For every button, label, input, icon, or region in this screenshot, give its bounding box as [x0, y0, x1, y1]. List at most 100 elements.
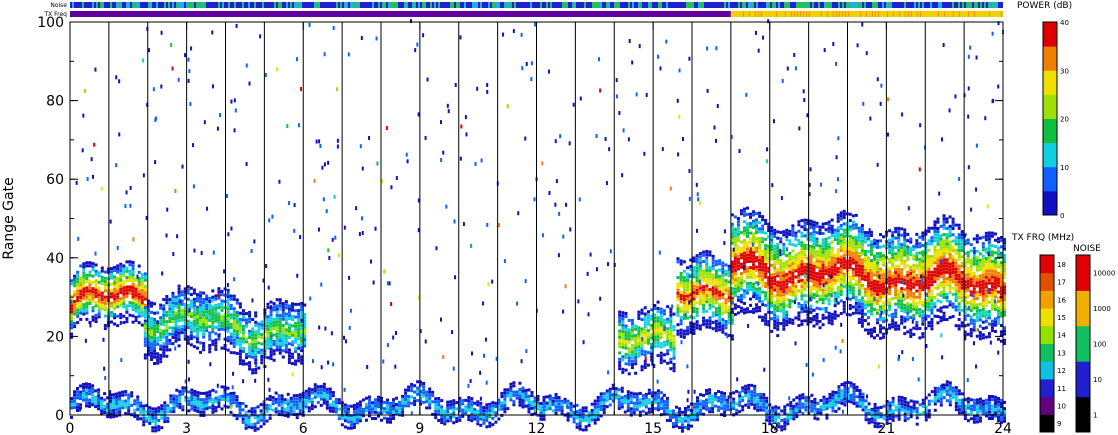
echo-cell	[91, 400, 95, 404]
echo-cell	[909, 294, 913, 298]
echo-cell	[836, 216, 840, 220]
echo-cell	[386, 411, 390, 415]
echo-cell	[708, 303, 712, 307]
echo-cell	[165, 342, 169, 346]
echo-cell	[842, 266, 846, 270]
echo-cell	[304, 399, 308, 403]
echo-cell	[736, 289, 740, 293]
echo-cell	[177, 331, 181, 335]
echo-cell	[297, 318, 301, 322]
echo-cell	[650, 352, 654, 356]
echo-cell	[214, 390, 218, 394]
echo-cell	[736, 261, 740, 265]
echo-cell	[275, 307, 279, 311]
echo-cell	[776, 324, 780, 328]
noise-bar-cell	[702, 2, 704, 8]
echo-cell	[987, 231, 991, 235]
echo-cell	[912, 279, 916, 283]
echo-cell	[268, 398, 272, 402]
echo-cell	[217, 290, 221, 294]
noise-bar-cell	[504, 2, 506, 8]
echo-cell	[284, 337, 288, 341]
echo-cell	[159, 360, 163, 364]
echo-cell	[131, 260, 135, 264]
echo-cell	[803, 278, 807, 282]
echo-cell	[85, 289, 89, 293]
echo-cell	[695, 257, 699, 261]
echo-cell	[265, 403, 269, 407]
echo-cell	[791, 277, 795, 281]
echo-cell	[666, 336, 670, 340]
echo-cell	[806, 284, 810, 288]
echo-cell	[966, 269, 970, 273]
echo-cell	[272, 308, 276, 312]
echo-cell	[827, 277, 831, 281]
echo-cell	[428, 400, 432, 404]
echo-cell	[618, 313, 622, 317]
echo-cell	[854, 301, 858, 305]
echo-cell	[966, 238, 970, 242]
txfreq-bar-cell	[784, 11, 786, 17]
echo-cell	[386, 407, 390, 411]
noise-bar-cell	[196, 2, 198, 8]
echo-cell	[662, 331, 666, 335]
echo-cell	[1003, 244, 1006, 248]
echo-cell	[854, 282, 858, 286]
echo-cell	[416, 380, 420, 384]
echo-cell	[969, 258, 973, 262]
echo-cell	[91, 262, 95, 266]
echo-cell	[220, 302, 224, 306]
echo-cell	[695, 276, 699, 280]
echo-cell	[106, 396, 110, 400]
echo-cell	[800, 247, 804, 251]
echo-cell	[386, 401, 390, 405]
echo-cell	[948, 265, 952, 269]
echo-cell	[189, 327, 193, 331]
echo-cell	[978, 330, 982, 334]
echo-cell	[137, 305, 141, 309]
echo-cell	[177, 334, 181, 338]
echo-cell	[921, 310, 925, 314]
echo-cell	[711, 264, 715, 268]
echo-cell	[984, 231, 988, 235]
echo-cell	[112, 402, 116, 406]
echo-cell	[809, 225, 813, 229]
echo-cell	[422, 385, 426, 389]
echo-cell	[770, 226, 774, 230]
echo-cell	[630, 322, 634, 326]
echo-cell	[109, 415, 113, 419]
noise-bar-cell	[396, 2, 398, 8]
echo-cell	[739, 278, 743, 282]
echo-cell	[739, 309, 743, 313]
echo-cell	[797, 223, 801, 227]
echo-cell	[848, 307, 852, 311]
noise-bar-cell	[392, 2, 394, 8]
echo-cell	[140, 279, 144, 283]
echo-cell	[800, 297, 804, 301]
echo-cell	[936, 258, 940, 262]
echo-cell	[791, 321, 795, 325]
echo-cell	[812, 315, 816, 319]
echo-cell	[939, 284, 943, 288]
echo-cell	[915, 276, 919, 280]
echo-cell	[159, 357, 163, 361]
echo-cell	[676, 307, 680, 311]
echo-cell	[869, 331, 873, 335]
echo-cell	[987, 294, 991, 298]
echo-cell	[860, 258, 864, 262]
echo-cell	[140, 273, 144, 277]
echo-cell	[981, 273, 985, 277]
echo-cell	[954, 236, 958, 240]
echo-cell	[183, 293, 187, 297]
echo-cell	[966, 332, 970, 336]
echo-cell	[745, 222, 749, 226]
noise-bar-cell	[808, 2, 810, 8]
echo-cell	[900, 271, 904, 275]
echo-cell	[401, 404, 405, 408]
echo-cell	[888, 251, 892, 255]
echo-cell	[274, 410, 278, 414]
echo-cell	[679, 300, 683, 304]
echo-cell	[128, 313, 132, 317]
echo-cell	[91, 296, 95, 300]
echo-cell	[640, 311, 644, 315]
